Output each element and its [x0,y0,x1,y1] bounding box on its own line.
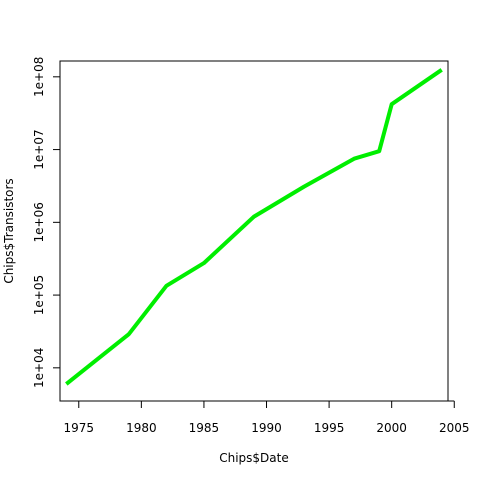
y-tick-label: 1e+07 [32,129,46,169]
x-tick-label: 1975 [64,421,95,435]
series-line [65,68,443,386]
series-group [65,68,443,386]
y-axis-title: Chips$Transistors [2,178,16,283]
y-tick-label: 1e+06 [32,202,46,242]
x-tick-label: 1985 [189,421,220,435]
y-tick-label: 1e+08 [32,57,46,97]
y-axis: 1e+04 1e+05 1e+06 1e+07 1e+08 [32,57,61,388]
x-axis: 1975 1980 1985 1990 1995 2000 2005 [64,400,470,435]
x-axis-title: Chips$Date [219,451,289,465]
y-tick-label: 1e+04 [32,348,46,388]
x-tick-label: 1980 [126,421,157,435]
x-tick-label: 2000 [376,421,407,435]
x-tick-label: 2005 [439,421,470,435]
x-tick-label: 1990 [251,421,282,435]
y-tick-label: 1e+05 [32,275,46,315]
x-tick-label: 1995 [314,421,345,435]
